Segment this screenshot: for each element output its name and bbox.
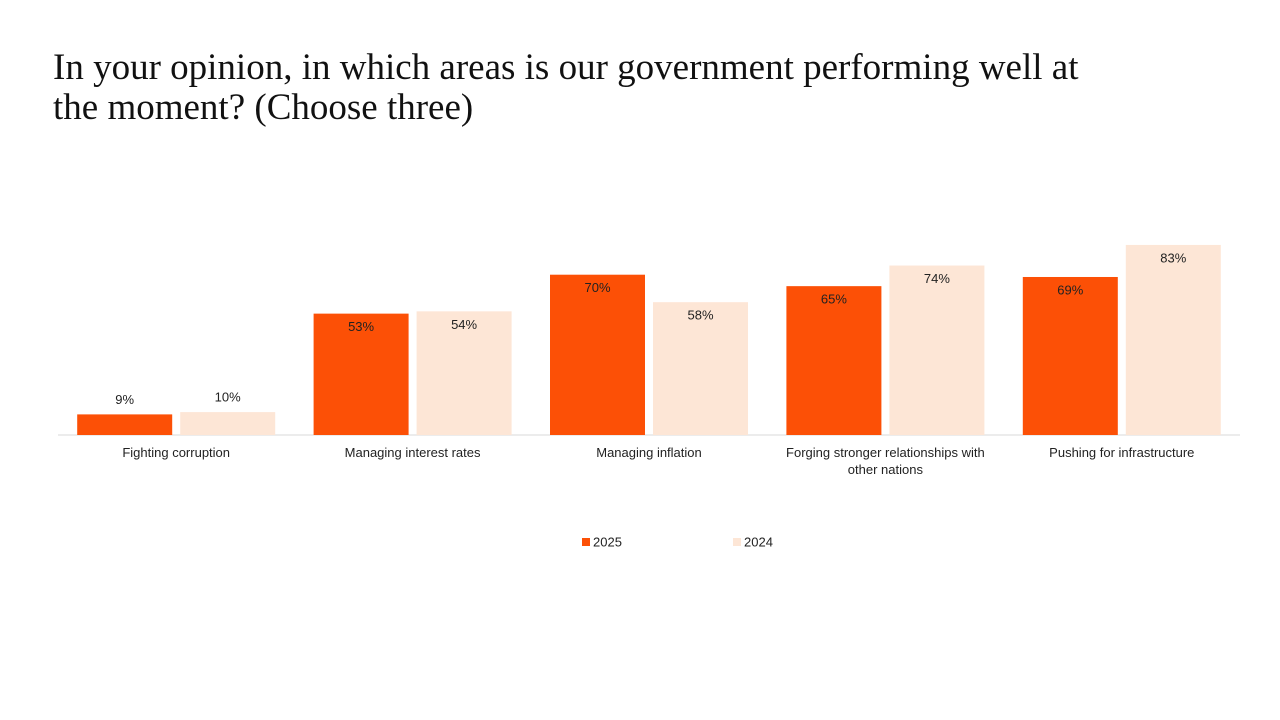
data-label: 70% <box>584 280 610 295</box>
legend-swatch <box>733 538 741 546</box>
data-label: 58% <box>687 308 713 323</box>
chart-title: In your opinion, in which areas is our g… <box>53 47 1079 128</box>
legend-label: 2025 <box>593 534 622 549</box>
data-label: 9% <box>115 392 134 407</box>
data-label: 53% <box>348 319 374 334</box>
data-label: 83% <box>1160 250 1186 265</box>
bar <box>653 302 748 435</box>
x-tick-label: Pushing for infrastructure <box>1049 445 1195 460</box>
bar <box>1022 276 1118 435</box>
x-tick-label: Forging stronger relationships with othe… <box>786 445 985 477</box>
bar <box>313 313 409 435</box>
data-label: 69% <box>1057 282 1083 297</box>
x-tick-label: Fighting corruption <box>122 445 231 460</box>
legend-swatch <box>582 538 590 546</box>
x-tick-label: Managing inflation <box>596 445 702 460</box>
legend-label: 2024 <box>744 534 773 549</box>
bar <box>1125 244 1221 435</box>
bar <box>180 412 276 435</box>
data-label: 10% <box>215 390 241 405</box>
data-label: 65% <box>821 292 847 307</box>
bar <box>550 274 645 435</box>
bar <box>786 286 882 435</box>
bar <box>416 311 512 435</box>
x-tick-label: Managing interest rates <box>344 445 481 460</box>
data-label: 54% <box>451 317 477 332</box>
bar <box>77 414 173 435</box>
bar <box>889 265 985 435</box>
data-label: 74% <box>924 271 950 286</box>
